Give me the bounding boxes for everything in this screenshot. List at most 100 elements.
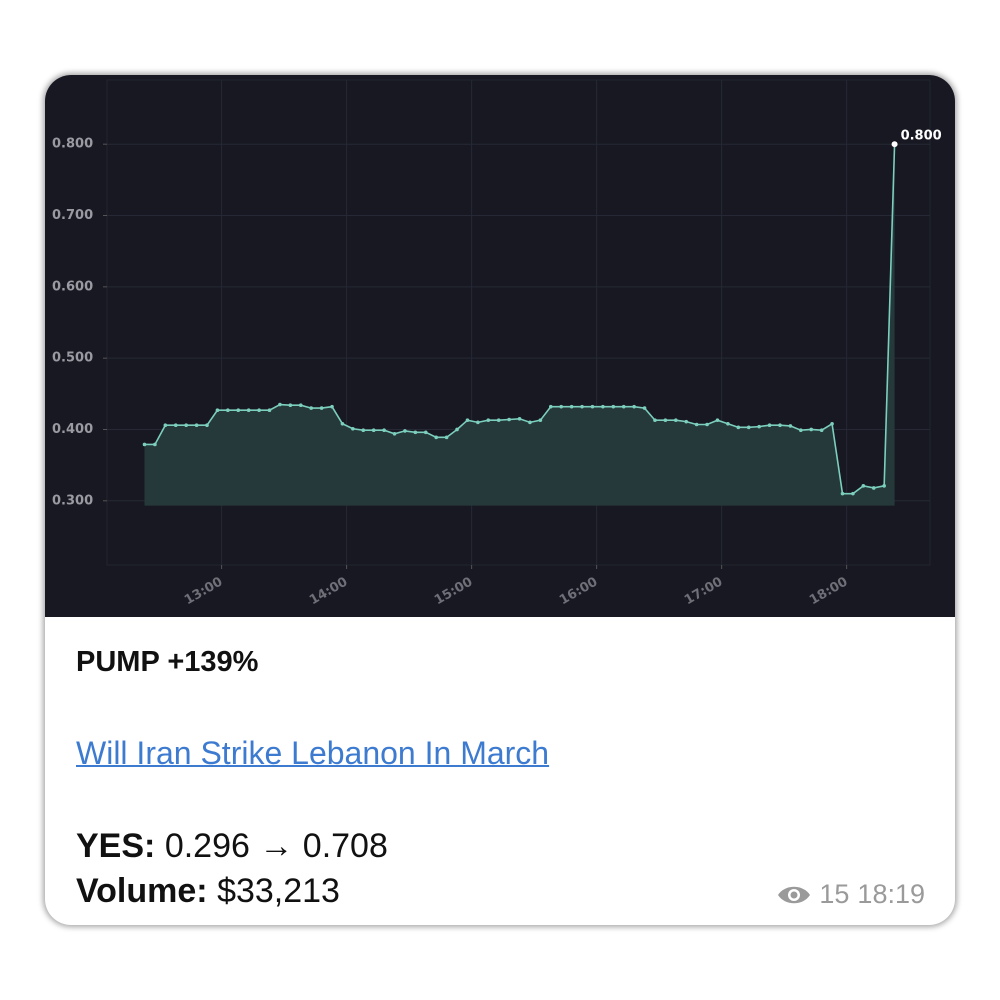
point <box>559 404 564 409</box>
message-card: 0.300 0.400 0.500 0.600 0.700 0.800 13:00 14:00… <box>45 75 955 925</box>
point <box>465 418 470 423</box>
point <box>288 403 293 408</box>
point <box>757 424 761 429</box>
point <box>830 421 834 426</box>
last-point-label: 0.800 <box>901 129 942 144</box>
point <box>705 422 709 427</box>
point <box>674 418 678 423</box>
point <box>226 408 230 413</box>
point <box>528 420 532 425</box>
point <box>496 418 501 423</box>
point <box>153 442 157 447</box>
point <box>736 425 741 430</box>
point <box>809 427 814 432</box>
point <box>423 430 428 435</box>
point <box>194 423 199 428</box>
y-tick-label: 0.500 <box>52 351 93 366</box>
point <box>340 421 345 426</box>
yes-value: 0.296 → 0.708 <box>164 827 388 865</box>
x-tick-label: 15:00 <box>432 575 475 609</box>
y-tick-label: 0.300 <box>52 493 93 508</box>
point <box>267 408 272 413</box>
point <box>455 427 459 432</box>
point <box>694 422 699 427</box>
point <box>882 484 886 488</box>
point <box>444 435 449 440</box>
point <box>538 418 543 423</box>
point <box>569 404 574 409</box>
point <box>361 428 366 432</box>
point <box>601 404 605 409</box>
point <box>778 423 782 428</box>
point <box>330 404 334 409</box>
point <box>799 428 803 432</box>
point <box>580 404 584 409</box>
point <box>819 428 824 432</box>
point <box>891 141 898 148</box>
point <box>663 418 668 423</box>
point <box>684 419 689 424</box>
point <box>653 418 657 423</box>
headline: PUMP +139% <box>76 646 259 678</box>
point <box>507 417 511 422</box>
point <box>590 404 595 409</box>
point <box>163 423 168 428</box>
volume-value: $33,213 <box>217 872 340 910</box>
point <box>861 484 866 488</box>
point <box>715 418 720 423</box>
x-tick-label: 13:00 <box>182 575 225 609</box>
market-link[interactable]: Will Iran Strike Lebanon In March <box>76 735 550 771</box>
point <box>392 431 397 436</box>
point <box>246 408 251 413</box>
point <box>476 420 480 425</box>
point <box>486 418 491 423</box>
point <box>215 408 220 413</box>
point <box>205 423 209 428</box>
area <box>144 144 895 506</box>
y-tick-label: 0.700 <box>52 208 93 223</box>
point <box>434 435 439 440</box>
y-tick-label: 0.800 <box>52 137 93 152</box>
point <box>413 430 418 435</box>
point <box>726 421 730 426</box>
x-tick-label: 17:00 <box>682 575 725 609</box>
point <box>257 408 261 413</box>
x-tick-label: 16:00 <box>557 575 600 609</box>
point <box>403 429 407 433</box>
point <box>142 442 147 447</box>
point <box>371 428 376 432</box>
point <box>840 491 845 496</box>
point <box>851 491 855 496</box>
views-icon <box>778 886 811 903</box>
point <box>517 416 522 421</box>
message-meta: 15 18:19 <box>777 879 925 910</box>
time: 18:19 <box>857 879 925 909</box>
views: 15 <box>819 879 850 909</box>
point <box>767 423 772 428</box>
point <box>382 428 386 432</box>
yes-line: YES: 0.296 → 0.708 <box>76 827 388 866</box>
volume-label: Volume: <box>76 872 208 910</box>
point <box>298 403 303 408</box>
x-tick-label: 14:00 <box>307 575 350 609</box>
point <box>278 402 282 407</box>
point <box>632 404 636 409</box>
point <box>621 404 626 409</box>
point <box>236 408 241 413</box>
point <box>746 425 751 430</box>
point <box>788 424 793 428</box>
y-tick-label: 0.400 <box>52 422 93 437</box>
point <box>642 406 647 410</box>
plot-frame <box>106 79 931 566</box>
point <box>548 404 553 409</box>
point <box>309 406 313 410</box>
y-tick-label: 0.600 <box>52 279 93 294</box>
point <box>319 406 324 410</box>
volume-line: Volume: $33,213 <box>76 872 340 911</box>
chart: 0.300 0.400 0.500 0.600 0.700 0.800 13:00 14:00… <box>45 75 955 617</box>
point <box>351 426 355 431</box>
point <box>611 404 616 409</box>
point <box>184 423 188 428</box>
yes-label: YES: <box>76 827 156 865</box>
